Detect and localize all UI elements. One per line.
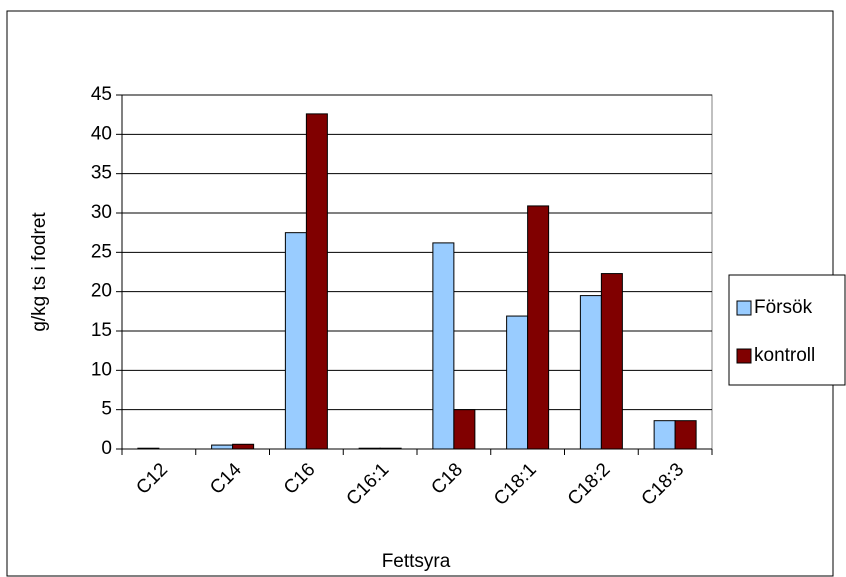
bar (674, 420, 697, 450)
bar (527, 205, 550, 450)
y-tick-label: 10 (91, 359, 112, 380)
bar (653, 420, 676, 450)
y-tick-label: 15 (91, 320, 112, 341)
y-tick-label: 0 (101, 438, 112, 459)
bar (137, 447, 160, 450)
plot-area (121, 94, 713, 450)
bar (432, 242, 455, 450)
y-axis-title: g/kg ts i fodret (29, 212, 50, 332)
y-tick-label: 40 (91, 123, 112, 144)
y-tick-label: 45 (91, 84, 112, 105)
legend-swatch (736, 348, 752, 364)
y-tick-label: 20 (91, 281, 112, 302)
bar (358, 447, 381, 450)
legend-label: Försök (754, 297, 813, 318)
legend-box (728, 274, 846, 386)
bar (453, 409, 476, 450)
y-tick-label: 25 (91, 241, 112, 262)
y-tick-label: 30 (91, 202, 112, 223)
bar (305, 113, 328, 450)
y-tick-label: 35 (91, 163, 112, 184)
y-tick-label: 5 (101, 399, 112, 420)
x-axis-title: Fettsyra (382, 551, 451, 572)
legend-label: kontroll (754, 345, 815, 366)
bar (600, 273, 623, 450)
bar (232, 443, 255, 450)
bar (579, 295, 602, 450)
bar (506, 315, 529, 450)
legend-swatch (736, 300, 752, 316)
bar (211, 444, 234, 450)
bar (284, 232, 307, 450)
bar (379, 447, 402, 450)
